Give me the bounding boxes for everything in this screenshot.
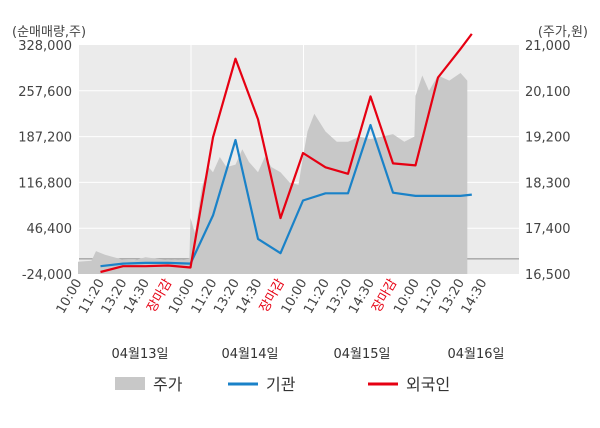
left-tick-label: 328,000 [18,39,72,54]
right-tick-label: 16,500 [525,268,571,283]
right-tick-label: 18,300 [525,176,571,191]
right-tick-label: 19,200 [525,131,571,146]
legend-label: 기관 [266,375,296,394]
left-tick-label: 116,800 [18,176,72,191]
date-labels: 04월13일 04월14일 04월15일 04월16일 [111,347,504,362]
date-label: 04월13일 [111,347,168,362]
left-tick-label: 187,200 [18,131,72,146]
left-axis-unit: (순매매량,주) [12,25,86,40]
left-tick-label: 257,600 [18,85,72,100]
right-tick-label: 17,400 [525,222,571,237]
legend-item: 외국인 [368,375,450,394]
price-area-layer [78,73,468,274]
right-tick-label: 20,100 [525,85,571,100]
legend-item: 기관 [228,375,296,394]
date-label: 04월16일 [447,347,504,362]
date-label: 04월15일 [333,347,390,362]
left-tick-label: 46,400 [27,222,73,237]
legend-swatch [115,377,145,390]
legend-item: 주가 [115,375,183,394]
date-label: 04월14일 [221,347,278,362]
right-tick-label: 21,000 [525,39,571,54]
series-line-foreign [100,33,473,274]
flow-lines-layer [100,33,473,274]
left-tick-label: -24,000 [22,268,72,283]
right-axis-ticks: 21,000 20,100 19,200 18,300 17,400 16,500 [525,39,571,283]
right-axis-unit: (주가,원) [538,25,588,40]
legend-label: 외국인 [406,375,450,394]
legend: 주가 기관 외국인 [115,375,450,394]
legend-label: 주가 [153,375,183,394]
left-axis-ticks: 328,000 257,600 187,200 116,800 46,400 -24,00… [18,39,72,283]
series-line-institution [100,123,472,268]
series-price-area [78,73,468,274]
x-axis-ticks: 10:0011:2013:2014:30장마감10:0011:2013:2014… [54,276,491,316]
